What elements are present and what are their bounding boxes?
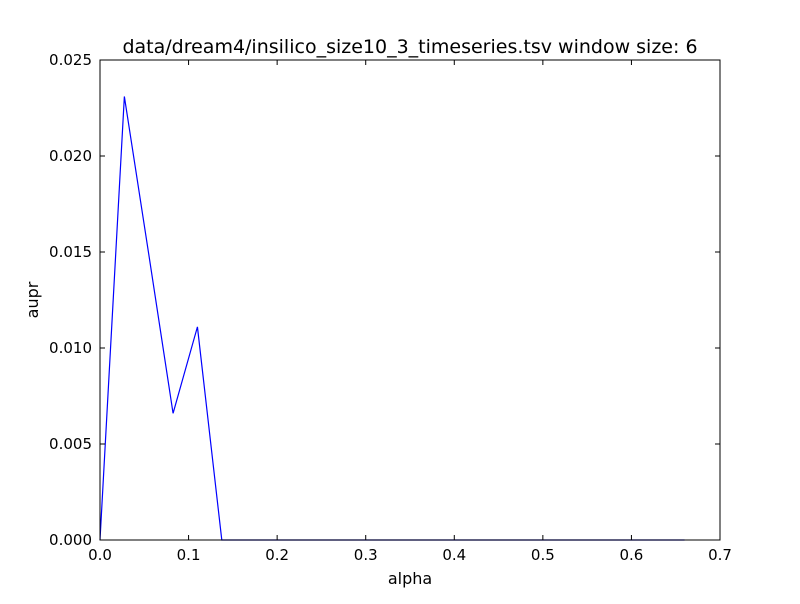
x-tick-label: 0.4 (442, 546, 466, 564)
plot-area: 0.0 0.1 0.2 0.3 0.4 0.5 0.6 0.7 0.000 0.005 0.010 0… (49, 51, 732, 564)
x-tick-label: 0.6 (619, 546, 643, 564)
x-tick-label: 0.0 (88, 546, 112, 564)
x-tick-label: 0.7 (708, 546, 732, 564)
y-tick-label: 0.005 (49, 435, 92, 453)
x-tick-label: 0.3 (354, 546, 378, 564)
axes-frame (99, 59, 721, 541)
chart-title: data/dream4/insilico_size10_3_timeseries… (122, 36, 697, 58)
x-tick-label: 0.2 (265, 546, 289, 564)
y-tick-label: 0.020 (49, 147, 92, 165)
y-tick-label: 0.025 (49, 51, 92, 69)
y-tick-label: 0.000 (49, 531, 92, 549)
y-axis-label: aupr (23, 281, 42, 318)
x-tick-label: 0.1 (177, 546, 201, 564)
x-axis-label: alpha (388, 569, 432, 588)
y-tick-label: 0.015 (49, 243, 92, 261)
x-tick-label: 0.5 (531, 546, 555, 564)
y-tick-label: 0.010 (49, 339, 92, 357)
series-line-0 (99, 96, 685, 541)
